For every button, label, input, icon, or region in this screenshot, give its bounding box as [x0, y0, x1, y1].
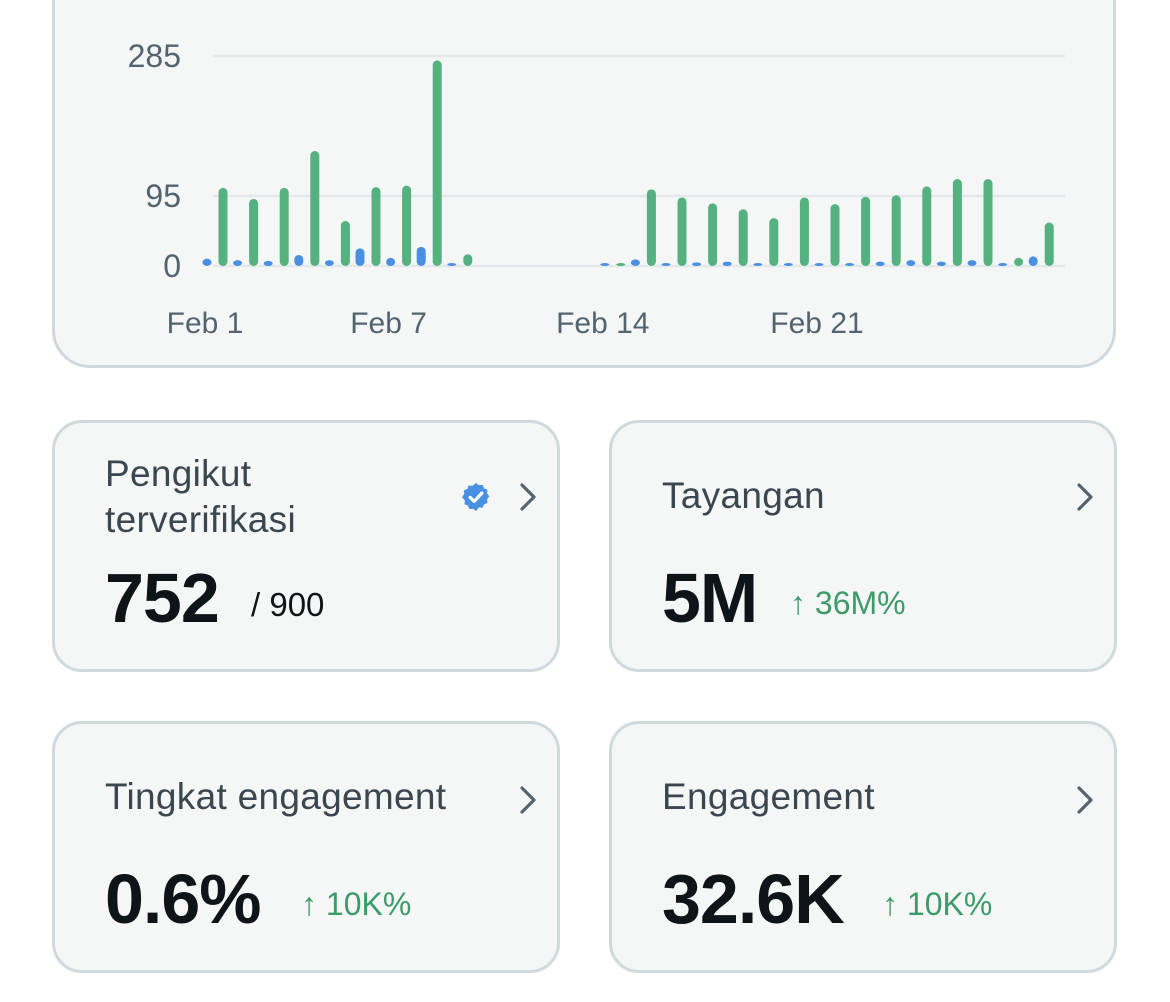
bar-blue [875, 261, 885, 266]
verified-badge-icon [462, 483, 490, 511]
verified-followers-value: 752 [105, 559, 220, 637]
bar-blue [386, 257, 396, 266]
impressions-delta: ↑ 36M% [790, 585, 906, 621]
bar-green [891, 195, 901, 266]
bar-green [616, 263, 626, 266]
bar-green [218, 187, 228, 266]
impressions-value: 5M [662, 559, 758, 637]
bar-green [371, 187, 381, 266]
engagements-value: 32.6K [662, 860, 845, 938]
verified-followers-label-line2: terverifikasi [105, 499, 296, 540]
verified-followers-total: / 900 [251, 586, 325, 623]
bar-blue [753, 263, 763, 266]
bar-green [646, 189, 656, 266]
bar-blue [202, 258, 212, 266]
engagements-card[interactable]: Engagement 32.6K ↑ 10K% [609, 721, 1117, 973]
chevron-right-icon[interactable] [1070, 780, 1100, 820]
activity-bar-chart: 0 95 285 Feb 1 Feb 7 Feb 14 Feb 21 [128, 38, 1065, 340]
bar-blue [998, 263, 1008, 266]
x-tick-label: Feb 1 [167, 307, 244, 340]
bar-blue [1028, 256, 1038, 266]
bar-blue [630, 259, 640, 266]
activity-chart-card: 0 95 285 Feb 1 Feb 7 Feb 14 Feb 21 [52, 0, 1116, 368]
engagements-label: Engagement [662, 776, 875, 817]
bar-blue [936, 261, 946, 266]
bar-blue [233, 260, 243, 266]
bar-blue [294, 254, 304, 266]
y-tick-label: 95 [145, 178, 181, 214]
bar-green [983, 179, 993, 266]
chevron-right-icon[interactable] [1070, 477, 1100, 517]
engagement-rate-delta: ↑ 10K% [301, 886, 412, 922]
bar-blue [661, 263, 671, 266]
bar-green [830, 204, 840, 266]
bar-green [861, 196, 871, 266]
verified-followers-card[interactable]: Pengikut terverifikasi 752 / 900 [52, 420, 560, 672]
bar-blue [906, 260, 916, 266]
bar-green [402, 185, 412, 266]
bar-green [310, 151, 320, 266]
bar-blue [324, 260, 334, 266]
x-tick-label: Feb 14 [556, 307, 649, 340]
impressions-label: Tayangan [662, 475, 825, 516]
bar-blue [814, 263, 824, 266]
y-tick-label: 285 [128, 38, 181, 74]
bar-blue [263, 260, 273, 266]
impressions-card[interactable]: Tayangan 5M ↑ 36M% [609, 420, 1117, 672]
x-tick-label: Feb 7 [350, 307, 427, 340]
bar-green [432, 60, 442, 266]
chevron-right-icon[interactable] [513, 477, 543, 517]
bar-green [677, 197, 687, 266]
chevron-right-icon[interactable] [513, 780, 543, 820]
y-tick-label: 0 [163, 248, 181, 284]
bar-green [922, 186, 932, 266]
bar-blue [967, 260, 977, 266]
bar-green [1014, 257, 1024, 266]
verified-followers-label-line1: Pengikut [105, 453, 252, 494]
engagement-rate-card[interactable]: Tingkat engagement 0.6% ↑ 10K% [52, 721, 560, 973]
bar-green [249, 198, 259, 266]
engagement-rate-label: Tingkat engagement [105, 776, 447, 817]
bar-blue [355, 248, 365, 266]
bar-green [1044, 222, 1054, 266]
x-tick-label: Feb 21 [770, 307, 863, 340]
bar-green [340, 221, 350, 266]
bar-green [799, 197, 809, 266]
bar-blue [783, 263, 793, 266]
bar-green [463, 254, 473, 266]
bar-green [708, 203, 718, 266]
engagements-delta: ↑ 10K% [882, 886, 993, 922]
bar-green [952, 179, 962, 266]
bar-blue [416, 246, 426, 266]
verified-followers-label: Pengikut terverifikasi [105, 451, 296, 543]
bar-green [769, 218, 779, 266]
bar-green [279, 187, 289, 266]
bar-blue [600, 263, 610, 266]
bar-blue [692, 262, 702, 266]
bar-blue [447, 263, 457, 266]
bar-blue [845, 263, 855, 266]
engagement-rate-value: 0.6% [105, 860, 262, 938]
bar-blue [722, 261, 732, 266]
bar-green [738, 209, 748, 266]
